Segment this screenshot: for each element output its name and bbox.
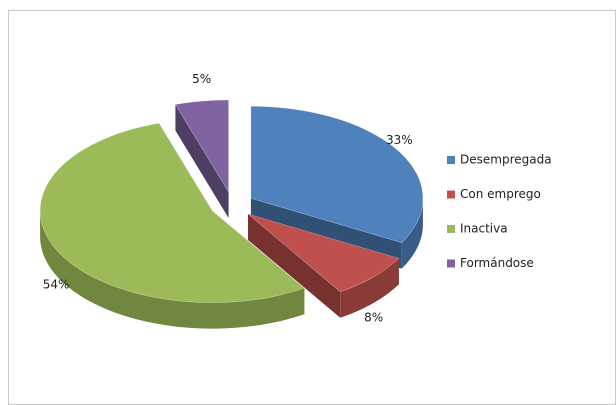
slice (174, 99, 229, 194)
slice-side (175, 104, 229, 218)
data-label: 33% (386, 133, 413, 147)
slice-wall (401, 198, 423, 269)
legend-label: Inactiva (460, 222, 508, 236)
legend-swatch (447, 225, 455, 233)
legend-swatch (447, 190, 455, 199)
labels: 33% 8% 54% 5% Desempregada Con emprego Inactiv… (43, 72, 552, 324)
slice (39, 122, 305, 303)
legend-swatch (447, 259, 455, 268)
slice (250, 105, 424, 243)
pie-tops (39, 99, 424, 303)
legend-label: Formándose (460, 256, 534, 270)
legend-swatch (447, 156, 455, 164)
legend-label: Desempregada (460, 153, 552, 167)
slice-wall (40, 210, 305, 329)
data-label: 8% (364, 310, 383, 324)
legend-label: Con emprego (460, 187, 541, 201)
data-label: 54% (43, 278, 70, 292)
slice-side (248, 214, 341, 318)
data-label: 5% (192, 72, 211, 86)
slice (247, 213, 400, 293)
slice-wall (340, 258, 399, 318)
